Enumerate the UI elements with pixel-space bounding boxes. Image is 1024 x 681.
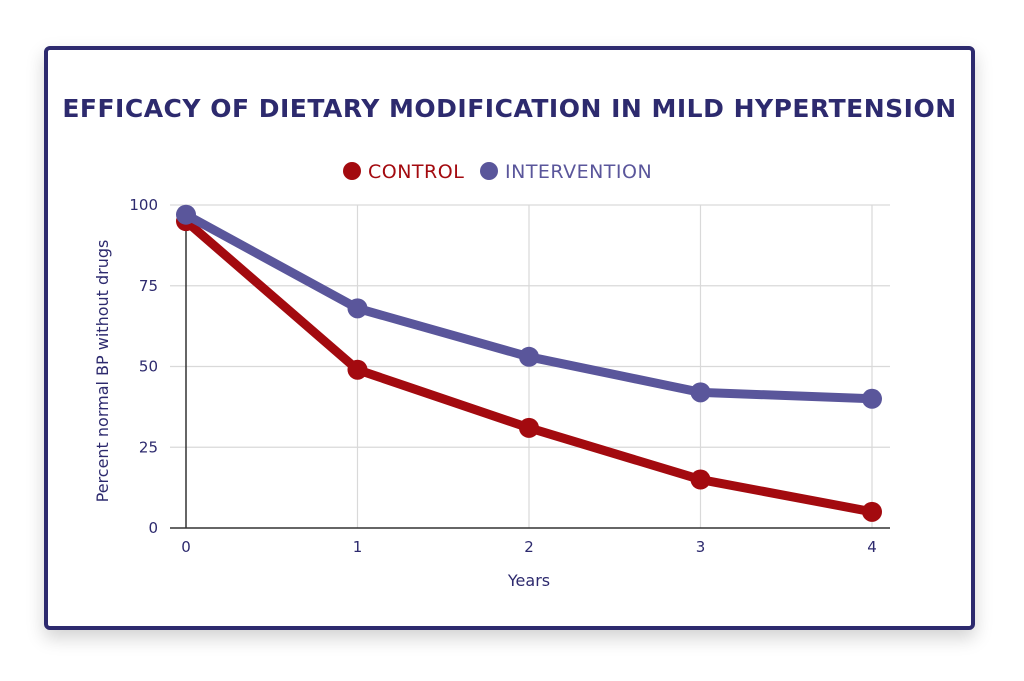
intervention-point — [690, 382, 711, 403]
intervention-point — [347, 298, 368, 319]
control-legend-marker — [343, 162, 361, 180]
x-tick-label: 2 — [524, 538, 534, 556]
tick-labels: 0 25 50 75 100 0 1 2 3 4 — [129, 196, 876, 556]
control-point — [690, 469, 711, 490]
x-tick-label: 1 — [353, 538, 363, 556]
intervention-point — [176, 204, 196, 225]
intervention-point — [519, 346, 539, 367]
series-lines — [176, 204, 882, 522]
x-tick-label: 3 — [696, 538, 706, 556]
x-tick-label: 0 — [181, 538, 191, 556]
y-tick-label: 0 — [148, 519, 158, 537]
y-tick-label: 25 — [139, 438, 158, 456]
y-axis-label: Percent normal BP without drugs — [93, 240, 112, 503]
y-tick-label: 100 — [129, 196, 158, 214]
intervention-legend-marker — [480, 162, 498, 180]
chart-title: EFFICACY OF DIETARY MODIFICATION IN MILD… — [62, 94, 957, 123]
control-legend-label: CONTROL — [368, 161, 464, 183]
control-point — [519, 417, 539, 438]
y-tick-label: 75 — [139, 277, 158, 295]
axes — [170, 205, 890, 529]
x-tick-label: 4 — [867, 538, 877, 556]
y-tick-label: 50 — [139, 358, 158, 376]
control-point — [862, 501, 882, 522]
x-axis-label: Years — [507, 571, 550, 590]
chart-card: EFFICACY OF DIETARY MODIFICATION IN MILD… — [44, 46, 975, 630]
legend: CONTROL INTERVENTION — [343, 161, 652, 183]
control-point — [347, 359, 368, 380]
intervention-point — [862, 388, 882, 409]
intervention-legend-label: INTERVENTION — [505, 161, 652, 183]
